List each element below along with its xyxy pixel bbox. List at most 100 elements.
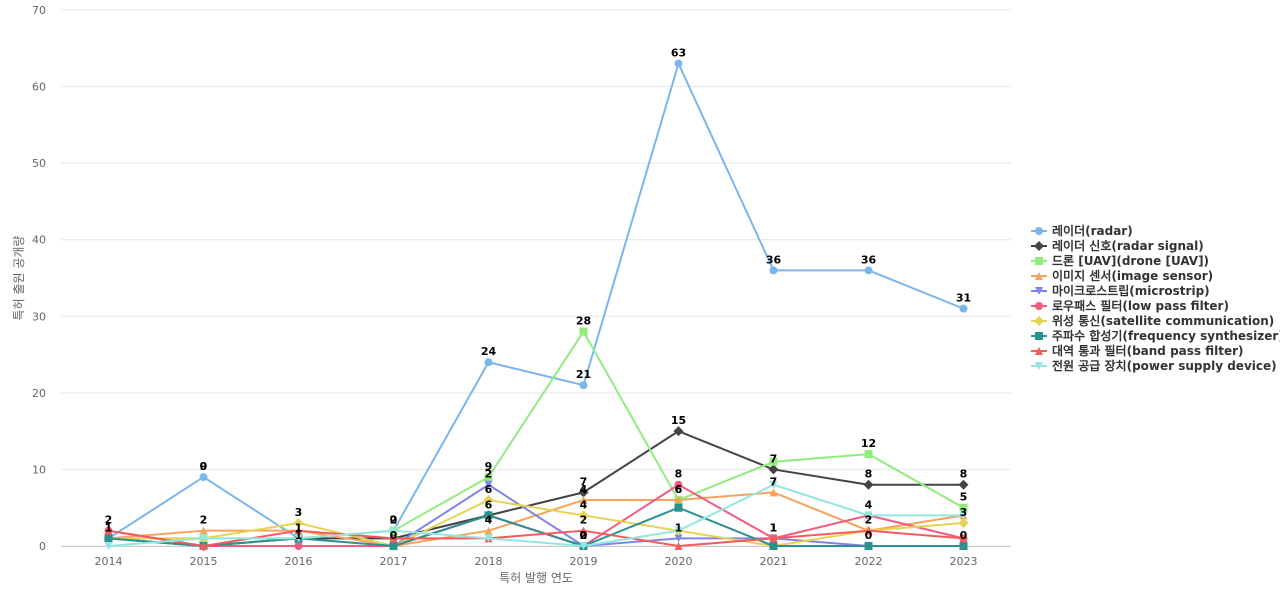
data-point[interactable] <box>674 534 683 543</box>
x-tick-label: 2016 <box>285 555 313 568</box>
series-line[interactable] <box>107 62 964 540</box>
data-label: 2 <box>580 529 588 542</box>
x-tick-label: 2020 <box>665 555 693 568</box>
gridlines <box>61 9 1011 547</box>
data-point[interactable] <box>769 488 778 497</box>
data-point[interactable] <box>199 473 208 482</box>
data-point[interactable] <box>958 479 969 490</box>
data-point[interactable] <box>389 542 398 550</box>
data-point[interactable] <box>864 542 873 550</box>
data-point[interactable] <box>293 518 304 529</box>
data-point[interactable] <box>484 534 493 543</box>
data-label: 7 <box>580 475 588 488</box>
data-point[interactable] <box>674 480 683 489</box>
series-radar[interactable] <box>104 59 968 543</box>
data-point[interactable] <box>484 358 493 367</box>
data-point[interactable] <box>959 304 968 313</box>
data-label: 1 <box>770 521 778 534</box>
data-point[interactable] <box>484 526 493 535</box>
data-point[interactable] <box>484 473 493 482</box>
data-point[interactable] <box>294 534 303 543</box>
series-line[interactable] <box>108 430 964 547</box>
series-line[interactable] <box>108 483 964 547</box>
legend-label: 대역 통과 필터(band pass filter) <box>1052 343 1244 358</box>
data-point[interactable] <box>389 534 398 543</box>
legend-item-radar-signal[interactable]: 레이더 신호(radar signal) <box>1031 238 1204 253</box>
data-point[interactable] <box>769 457 778 466</box>
data-label: 1 <box>105 521 113 534</box>
data-point[interactable] <box>769 480 778 489</box>
data-point[interactable] <box>579 496 588 505</box>
data-point[interactable] <box>958 518 969 529</box>
data-point[interactable] <box>579 526 588 535</box>
series-line[interactable] <box>108 499 964 547</box>
data-point[interactable] <box>483 495 494 506</box>
series-microstrip[interactable] <box>104 480 968 550</box>
data-point[interactable] <box>578 487 589 498</box>
data-point[interactable] <box>294 542 303 550</box>
data-point[interactable] <box>484 511 493 520</box>
data-label: 0 <box>580 529 588 542</box>
data-point[interactable] <box>959 503 968 512</box>
legend-item-radar[interactable]: 레이더(radar) <box>1031 223 1133 238</box>
x-tick-label: 2014 <box>95 555 123 568</box>
data-point[interactable] <box>674 526 683 535</box>
data-point[interactable] <box>673 426 684 437</box>
y-axis-title: 특허 출원 공개량 <box>12 236 26 321</box>
data-point[interactable] <box>959 511 968 520</box>
data-label: 2 <box>485 468 493 481</box>
data-point[interactable] <box>199 534 208 543</box>
data-point[interactable] <box>389 526 398 535</box>
data-point[interactable] <box>294 526 303 535</box>
data-point[interactable] <box>768 464 779 475</box>
legend-item-low-pass-filter[interactable]: 로우패스 필터(low pass filter) <box>1031 298 1229 313</box>
data-point[interactable] <box>863 479 874 490</box>
data-point[interactable] <box>769 266 778 275</box>
series-power-supply-device[interactable] <box>104 480 968 550</box>
data-label: 8 <box>865 468 873 481</box>
data-label: 3 <box>960 506 968 519</box>
y-tick-label: 50 <box>32 157 46 170</box>
legend-label: 드론 [UAV](drone [UAV]) <box>1052 253 1209 268</box>
legend-item-image-sensor[interactable]: 이미지 센서(image sensor) <box>1031 268 1213 283</box>
data-point[interactable] <box>104 526 113 535</box>
data-point[interactable] <box>864 526 873 535</box>
data-point[interactable] <box>579 327 588 336</box>
data-point[interactable] <box>864 450 873 459</box>
data-point[interactable] <box>959 542 968 550</box>
series-uav-drone-uav[interactable] <box>104 327 968 543</box>
data-point[interactable] <box>199 542 208 550</box>
legend-item-microstrip[interactable]: 마이크로스트립(microstrip) <box>1031 283 1210 298</box>
legend-item-uav-drone-uav[interactable]: 드론 [UAV](drone [UAV]) <box>1031 253 1209 268</box>
legend-item-frequency-synthesizer[interactable]: 주파수 합성기(frequency synthesizer) <box>1031 328 1280 343</box>
data-point[interactable] <box>864 266 873 275</box>
data-label: 0 <box>580 529 588 542</box>
data-point[interactable] <box>769 534 778 543</box>
data-point[interactable] <box>674 542 683 550</box>
data-point[interactable] <box>674 496 683 505</box>
x-tick-label: 2019 <box>570 555 598 568</box>
data-label: 6 <box>485 483 493 496</box>
legend-marker <box>1035 362 1043 370</box>
data-label: 0 <box>200 460 208 473</box>
x-tick-label: 2018 <box>475 555 503 568</box>
data-point[interactable] <box>578 510 589 521</box>
data-point[interactable] <box>769 542 778 550</box>
data-label: 1 <box>295 529 303 542</box>
data-point[interactable] <box>674 503 683 512</box>
data-point[interactable] <box>104 534 113 543</box>
legend-item-band-pass-filter[interactable]: 대역 통과 필터(band pass filter) <box>1031 343 1244 358</box>
legend[interactable]: 레이더(radar)레이더 신호(radar signal)드론 [UAV](d… <box>1031 223 1280 373</box>
data-point[interactable] <box>674 59 683 68</box>
legend-item-power-supply-device[interactable]: 전원 공급 장치(power supply device) <box>1031 358 1277 373</box>
data-point[interactable] <box>484 480 493 489</box>
data-point[interactable] <box>579 381 588 390</box>
data-point[interactable] <box>579 542 588 550</box>
data-point[interactable] <box>199 526 208 535</box>
data-point[interactable] <box>959 534 968 543</box>
data-point[interactable] <box>864 511 873 520</box>
legend-item-satellite-communication[interactable]: 위성 통신(satellite communication) <box>1031 313 1274 328</box>
data-point[interactable] <box>104 542 113 550</box>
series-line[interactable] <box>108 506 964 547</box>
data-label: 5 <box>960 491 968 504</box>
